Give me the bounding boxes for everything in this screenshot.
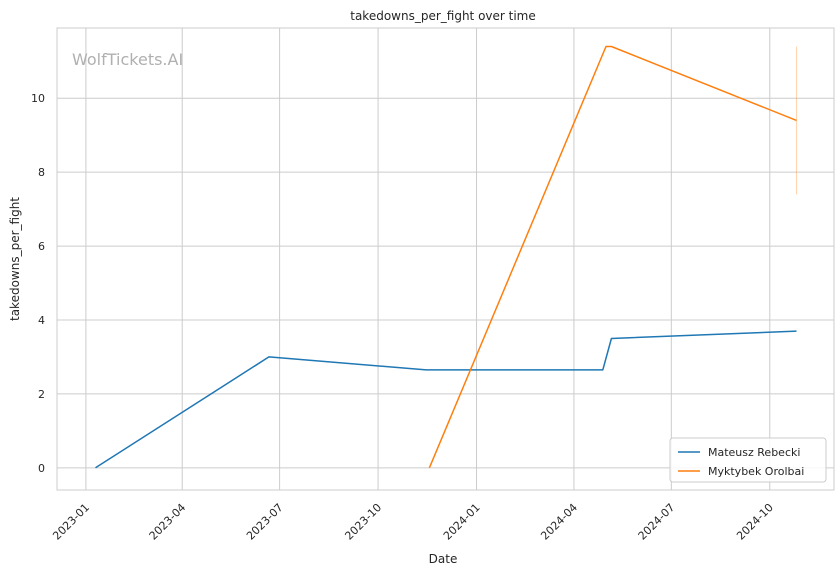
y-axis-title: takedowns_per_fight [8,197,22,321]
legend: Mateusz Rebecki Myktybek Orolbai [669,437,827,483]
x-axis-title: Date [429,552,458,566]
y-tick-label: 8 [38,166,45,179]
legend-label: Mateusz Rebecki [708,446,800,459]
y-tick-label: 0 [38,462,45,475]
watermark-text: WolfTickets.AI [72,50,183,69]
y-tick-label: 4 [38,314,45,327]
series-line [428,45,797,469]
y-tick-label: 6 [38,240,45,253]
y-tick-label: 2 [38,388,45,401]
series-line [95,330,797,469]
y-tick-label: 10 [31,92,45,105]
legend-box [669,437,827,483]
plot-frame [56,27,835,491]
chart-title: takedowns_per_fight over time [350,9,536,23]
legend-label: Myktybek Orolbai [708,465,804,478]
